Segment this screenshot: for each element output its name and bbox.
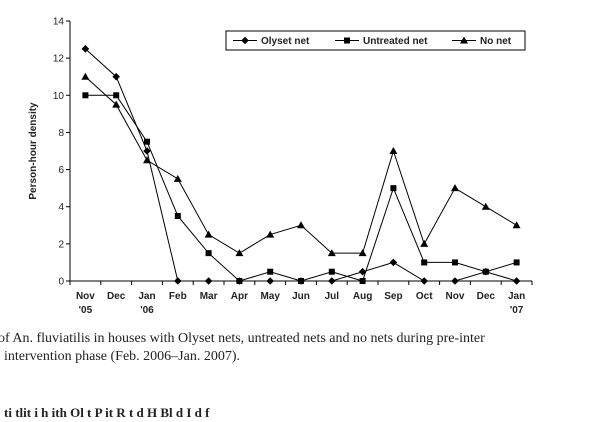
triangle-marker	[81, 72, 90, 80]
y-tick-label: 6	[58, 165, 64, 176]
diamond-marker	[112, 72, 120, 81]
square-marker	[513, 259, 520, 266]
y-axis-ticks: 0 2 4 6 8 10 12 14	[53, 17, 70, 288]
diamond-marker	[512, 277, 521, 285]
triangle-marker	[389, 147, 398, 154]
series-olyset-net	[81, 45, 521, 285]
x-tick-label: Aug	[353, 291, 372, 302]
x-tick-label: Mar	[200, 291, 218, 302]
triangle-marker	[173, 174, 182, 182]
x-tick-label: Sep	[384, 291, 402, 302]
triangle-marker	[512, 221, 521, 229]
x-tick-label: Jul	[325, 291, 340, 302]
diamond-marker	[143, 147, 151, 155]
square-marker	[174, 213, 181, 219]
y-tick-label: 12	[53, 54, 65, 65]
series-line	[85, 94, 517, 282]
x-tick-label: Oct	[416, 291, 433, 302]
x-tick-label: May	[260, 291, 280, 302]
square-marker	[482, 268, 489, 275]
triangle-marker	[327, 249, 336, 257]
x-tick-label: Jun	[292, 291, 310, 302]
square-marker	[267, 268, 274, 275]
chart-series	[81, 45, 521, 285]
x-tick-label: Dec	[107, 291, 126, 302]
series-line	[85, 48, 517, 282]
square-marker	[82, 92, 89, 99]
triangle-marker	[266, 230, 275, 238]
legend-label: Untreated net	[363, 36, 428, 47]
x-tick-label-year: '07	[510, 305, 524, 316]
diamond-marker	[358, 267, 367, 276]
triangle-marker	[460, 36, 468, 44]
x-tick-label: Feb	[169, 291, 187, 302]
square-marker	[421, 259, 428, 266]
square-marker	[236, 278, 243, 284]
square-marker	[344, 37, 350, 44]
x-axis-ticks: Nov '05 Dec Jan '06 Feb Mar Apr May Jun Jul Aug Sep O…	[69, 281, 533, 316]
triangle-marker	[297, 221, 305, 229]
diamond-marker	[81, 45, 90, 53]
y-tick-label: 0	[58, 277, 64, 288]
x-tick-label-year: '05	[79, 305, 93, 316]
y-tick-label: 2	[58, 239, 64, 250]
square-marker	[359, 278, 366, 284]
x-tick-label: Nov	[76, 291, 95, 302]
y-tick-label: 14	[53, 17, 65, 28]
chart-legend: Olyset net Untreated net No net	[225, 30, 526, 51]
square-marker	[390, 185, 397, 192]
caption-line-2: intervention phase (Feb. 2006–Jan. 2007)…	[4, 349, 241, 364]
diamond-marker	[420, 277, 428, 285]
series-no-net	[81, 72, 521, 257]
triangle-marker	[420, 239, 429, 247]
diamond-marker	[451, 277, 459, 285]
triangle-marker	[451, 184, 459, 192]
x-tick-label: Nov	[446, 291, 465, 302]
diamond-marker	[174, 277, 182, 285]
legend-box	[225, 30, 526, 51]
square-marker	[205, 250, 212, 257]
x-tick-label: Jan	[508, 291, 525, 302]
square-marker	[452, 259, 458, 266]
x-tick-label: Dec	[477, 291, 496, 302]
chart-axes	[69, 21, 532, 282]
diamond-marker	[389, 258, 398, 267]
x-tick-label-year: '06	[140, 305, 154, 316]
triangle-marker	[235, 249, 244, 257]
triangle-marker	[204, 230, 213, 238]
triangle-marker	[481, 202, 490, 210]
diamond-marker	[204, 277, 213, 285]
triangle-marker	[112, 100, 121, 108]
y-tick-label: 8	[58, 128, 64, 139]
x-tick-label: Apr	[231, 291, 248, 302]
y-tick-label: 4	[58, 202, 64, 213]
caption-line-3: ti tlit i h ith Ol t P it R t d H Bl d I…	[4, 405, 210, 420]
diamond-marker	[241, 36, 249, 45]
diamond-marker	[266, 277, 274, 285]
triangle-marker	[143, 156, 151, 164]
square-marker	[328, 268, 335, 275]
y-axis-label: Person-hour density	[28, 102, 39, 200]
legend-label: No net	[480, 36, 512, 47]
y-tick-label: 10	[53, 91, 65, 102]
square-marker	[113, 92, 120, 99]
legend-label: Olyset net	[261, 36, 310, 47]
triangle-marker	[358, 249, 367, 257]
line-chart: 0 2 4 6 8 10 12 14 Nov '05 Dec Jan '06 Feb Mar Apr May J…	[28, 17, 533, 316]
diamond-marker	[328, 277, 336, 285]
square-marker	[298, 278, 304, 284]
square-marker	[144, 138, 150, 145]
x-tick-label: Jan	[138, 291, 155, 302]
caption-line-1: of An. fluviatilis in houses with Olyset…	[0, 331, 485, 346]
